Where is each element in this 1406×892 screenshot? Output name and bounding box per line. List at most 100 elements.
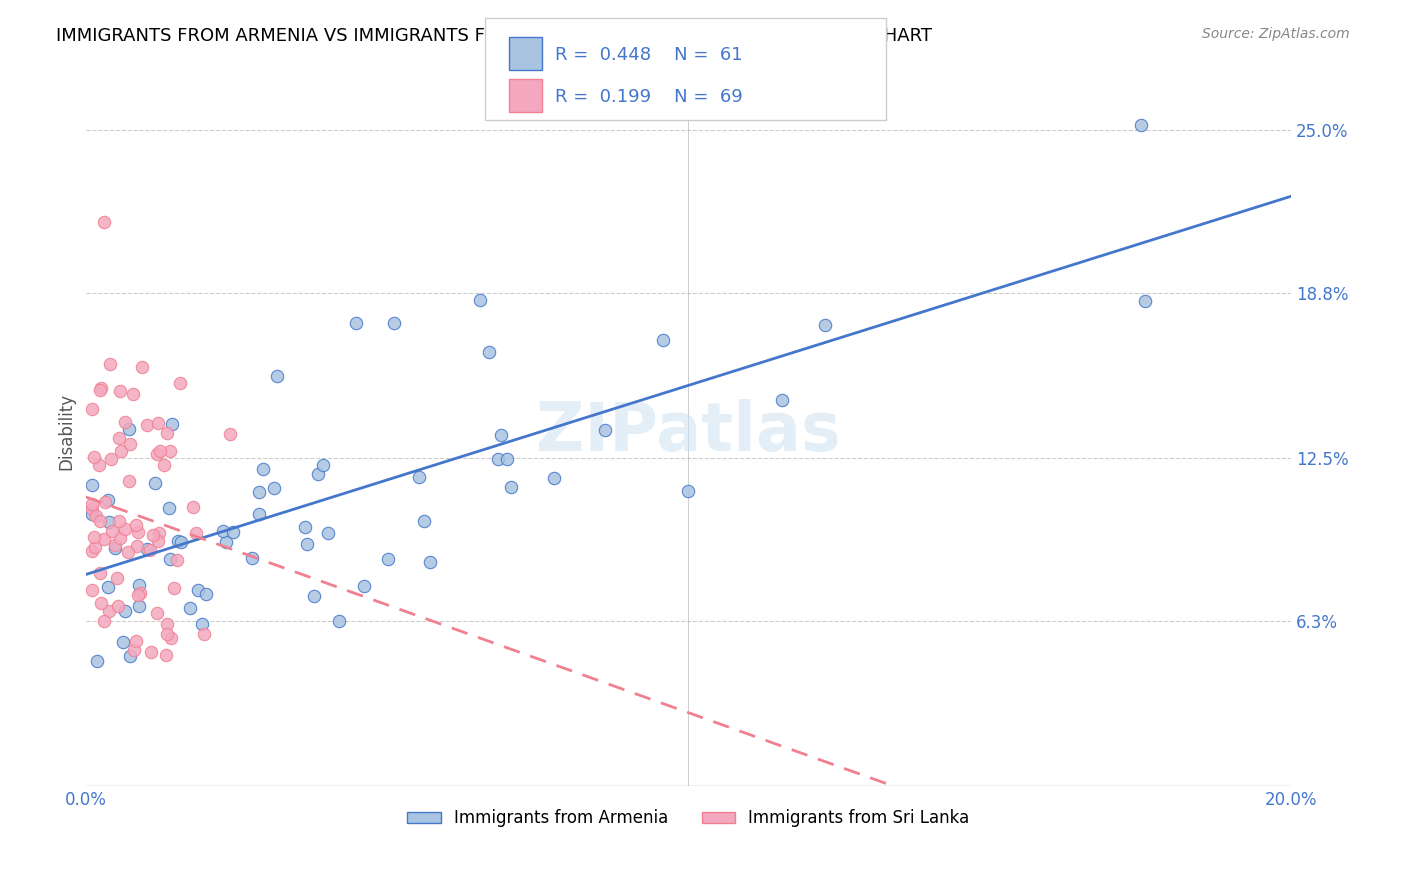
Point [181, 500, 204, 515]
Point [1129, 118, 1152, 132]
Point [160, 631, 183, 645]
Point [496, 452, 519, 467]
Point [128, 599, 150, 614]
Point [93, 532, 115, 546]
Point [104, 541, 127, 555]
Point [814, 318, 837, 332]
Point [413, 515, 436, 529]
Point [191, 617, 214, 632]
Point [252, 462, 274, 476]
Point [97, 605, 120, 619]
Point [221, 524, 243, 539]
Point [193, 627, 215, 641]
Point [127, 589, 149, 603]
Point [125, 633, 148, 648]
Point [169, 376, 191, 390]
Point [90, 596, 112, 610]
Point [98, 515, 121, 529]
Point [593, 423, 616, 437]
Point [155, 648, 177, 662]
Point [312, 458, 335, 472]
Point [118, 422, 141, 436]
Point [499, 480, 522, 494]
Point [156, 627, 179, 641]
Point [118, 436, 141, 450]
Point [166, 553, 188, 567]
Point [89, 515, 111, 529]
Point [149, 444, 172, 458]
Point [114, 415, 136, 429]
Point [156, 617, 179, 632]
Point [131, 360, 153, 375]
Point [160, 417, 183, 431]
Point [114, 522, 136, 536]
Point [80, 582, 103, 597]
Point [240, 550, 263, 565]
Point [93, 614, 115, 628]
Point [153, 458, 176, 473]
Point [110, 384, 132, 398]
Point [105, 571, 128, 585]
Point [184, 525, 207, 540]
Point [120, 648, 142, 663]
Point [114, 604, 136, 618]
Point [125, 518, 148, 533]
Point [111, 634, 134, 648]
Point [146, 447, 169, 461]
Point [117, 545, 139, 559]
Point [80, 508, 103, 522]
Text: R =  0.448    N =  61: R = 0.448 N = 61 [555, 46, 742, 64]
Point [135, 417, 157, 432]
Point [377, 552, 399, 566]
Point [108, 531, 131, 545]
Point [148, 416, 170, 430]
Point [167, 534, 190, 549]
Point [212, 524, 235, 538]
Point [122, 387, 145, 401]
Point [142, 528, 165, 542]
Point [107, 599, 129, 613]
Text: Source: ZipAtlas.com: Source: ZipAtlas.com [1202, 27, 1350, 41]
Point [145, 607, 167, 621]
Point [80, 478, 103, 492]
Point [247, 485, 270, 500]
Point [108, 514, 131, 528]
Point [307, 467, 329, 482]
Point [110, 444, 132, 458]
Point [122, 643, 145, 657]
Point [104, 538, 127, 552]
Point [344, 317, 367, 331]
Point [80, 497, 103, 511]
Point [83, 530, 105, 544]
Point [97, 580, 120, 594]
Point [136, 542, 159, 557]
Point [145, 476, 167, 491]
Point [1133, 293, 1156, 308]
Point [87, 458, 110, 472]
Point [489, 428, 512, 442]
Point [218, 427, 240, 442]
Point [316, 526, 339, 541]
Point [101, 524, 124, 538]
Point [156, 425, 179, 440]
Point [382, 316, 405, 330]
Point [118, 474, 141, 488]
Point [169, 535, 191, 549]
Point [676, 483, 699, 498]
Point [263, 481, 285, 495]
Point [148, 525, 170, 540]
Point [478, 344, 501, 359]
Point [83, 450, 105, 464]
Point [80, 401, 103, 416]
Legend: Immigrants from Armenia, Immigrants from Sri Lanka: Immigrants from Armenia, Immigrants from… [401, 803, 976, 834]
Point [84, 540, 107, 554]
Point [770, 392, 793, 407]
Point [302, 589, 325, 603]
Point [138, 543, 160, 558]
Point [84, 508, 107, 523]
Point [100, 452, 122, 467]
Point [94, 494, 117, 508]
Point [86, 654, 108, 668]
Point [163, 581, 186, 595]
Text: R =  0.199    N =  69: R = 0.199 N = 69 [555, 88, 744, 106]
